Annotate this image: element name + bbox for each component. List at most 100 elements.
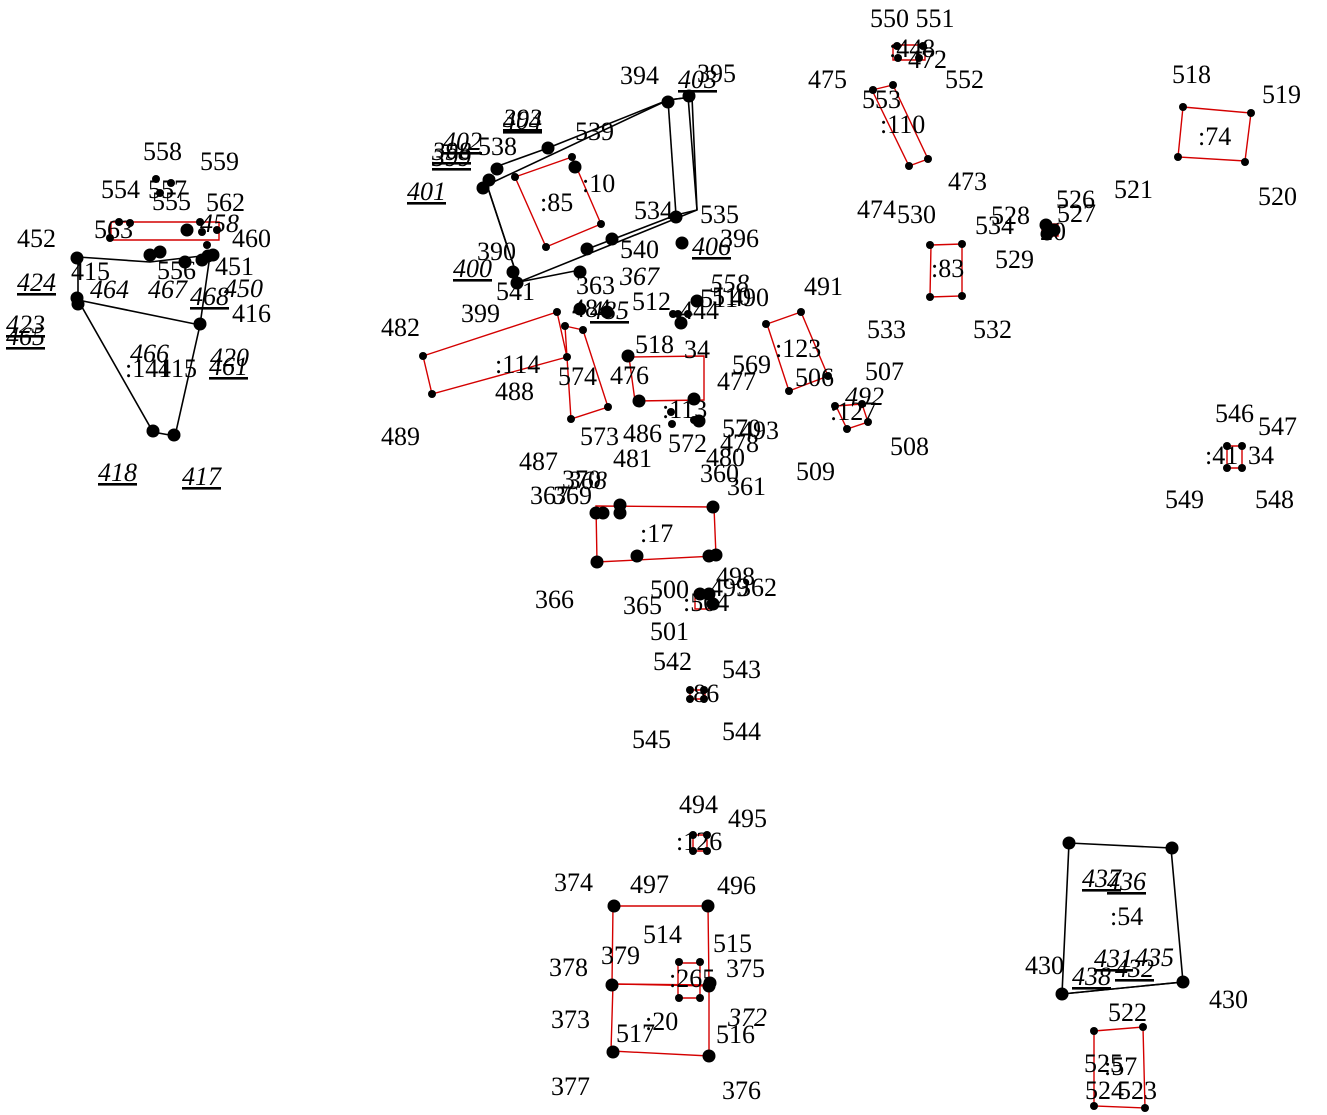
node-label: 466 [130,339,169,368]
node-label: 521 [1114,175,1153,204]
graph-node-small [1179,103,1187,111]
node-label: 395 [697,59,736,88]
graph-node-small [686,686,694,694]
graph-node-small [703,847,711,855]
graph-node-small [679,320,687,328]
graph-node-small [597,220,605,228]
graph-node [621,349,635,363]
node-label: 378 [549,953,588,982]
graph-node [573,265,587,279]
node-label: 417 [182,462,222,491]
graph-node-small [203,241,211,249]
node-label: 520 [1258,182,1297,211]
node-label: 543 [722,655,761,684]
graph-node-small [604,403,612,411]
graph-node-small [843,425,851,433]
node-label: 529 [995,245,1034,274]
node-label: 390 [477,237,516,266]
node-label: :123 [775,334,821,363]
node-label: :127 [830,397,876,426]
node-label: 501 [650,617,689,646]
node-label: 480 [706,443,745,472]
node-label: 34 [1248,441,1274,470]
graph-node-small [542,243,550,251]
node-label: 558 [710,269,749,298]
frame-edge [667,99,677,216]
node-label: 404 [503,106,542,135]
node-label: 430 [1209,985,1248,1014]
graph-node-small [115,218,123,226]
node-layer [70,42,1255,1112]
node-label: 400 [453,254,492,283]
graph-node-small [1090,1027,1098,1035]
graph-node-small [419,352,427,360]
graph-node-small [700,686,708,694]
graph-node-small [675,994,683,1002]
node-label: 458 [200,209,239,238]
node-label: 399 [461,299,500,328]
node-label: 416 [232,299,271,328]
graph-node [709,548,723,562]
graph-node [703,976,717,990]
node-label: 557 [148,175,187,204]
graph-node [167,428,181,442]
graph-node [541,141,555,155]
graph-node-small [1139,1023,1147,1031]
graph-node [1062,836,1076,850]
node-label: 361 [727,472,766,501]
graph-node-small [563,353,571,361]
node-label: :54 [1110,902,1143,931]
node-label: 527 [1057,199,1096,228]
node-label: 498 [716,562,755,591]
node-label: 532 [973,315,1012,344]
graph-node-small [926,241,934,249]
face-polygon [628,355,705,402]
node-label: 544 [722,717,761,746]
node-label: 533 [867,315,906,344]
graph-node [702,587,716,601]
node-label: 435 [1135,943,1174,972]
graph-node [70,251,84,265]
node-label: 534 [975,211,1014,240]
graph-node-small [1174,153,1182,161]
node-label: 493 [740,416,779,445]
node-label: 511 [700,284,738,313]
node-label: 570 [722,414,761,443]
graph-node [1165,841,1179,855]
node-label: 415 [71,257,110,286]
node-label: 474 [857,195,896,224]
node-label: 494 [679,790,718,819]
graph-node-small [824,372,832,380]
graph-node-small [700,695,708,703]
graph-node-small [669,310,677,318]
node-label: 450 [224,274,263,303]
graph-node [146,424,160,438]
node-label: 500 [650,575,689,604]
graph-node [568,160,582,174]
node-label: :141 [125,354,171,383]
graph-node-small [567,415,575,423]
node-label: 486 [623,419,662,448]
node-label: 558 [143,137,182,166]
graph-node-small [785,387,793,395]
node-label: 562 [206,188,245,217]
graph-node-small [889,81,897,89]
node-label: 374 [554,868,593,897]
graph-node-small [1247,109,1255,117]
frame-polygon [77,254,211,437]
graph-node-small [958,240,966,248]
node-label: 487 [519,447,558,476]
node-label: 467 [148,275,188,304]
graph-node [153,245,167,259]
node-label: 468 [190,282,229,311]
node-label: 415 [158,354,197,383]
node-label: 403 [678,65,717,94]
graph-node-small [196,218,204,226]
node-label: 363 [576,271,615,300]
node-label: 368 [567,466,607,495]
graph-node [606,1045,620,1059]
node-label: 489 [381,422,420,451]
graph-node [490,162,504,176]
node-label: 437 [1082,864,1122,893]
node-label: 517 [616,1019,655,1048]
